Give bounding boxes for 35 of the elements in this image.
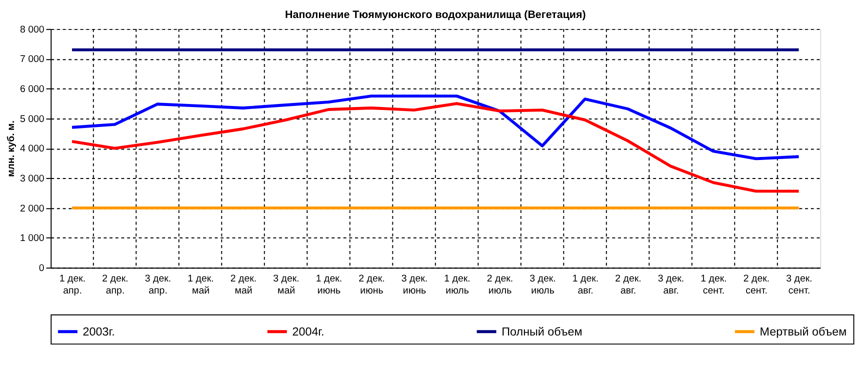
legend-label: 2003г. [82, 326, 115, 339]
x-tick-label: 2 дек. июль [486, 274, 514, 296]
y-tick-label: 3 000 [20, 174, 45, 185]
x-tick-label: 1 дек. апр. [59, 274, 86, 296]
line-series [70, 102, 800, 193]
y-tick-label: 5 000 [20, 114, 45, 125]
x-tick-label: 3 дек. июль [530, 274, 556, 296]
x-tick-label: 3 дек. май [273, 274, 300, 296]
x-tick-label: 1 дек. авг. [572, 274, 599, 296]
x-tick-label: 3 дек. июнь [401, 274, 428, 296]
x-tick-label: 3 дек. апр. [144, 274, 172, 296]
y-tick-label: 6 000 [20, 84, 45, 96]
y-tick-label: 7 000 [20, 54, 45, 66]
x-tick-label: 2 дек. апр. [102, 274, 128, 296]
y-axis-title: млн. куб. м. [6, 120, 18, 177]
y-tick-label: 0 [38, 263, 45, 274]
legend-label: Полный объем [502, 326, 582, 339]
x-tick-label: 1 дек. сент. [700, 274, 727, 296]
y-tick-label: 1 000 [20, 233, 45, 244]
x-tick-label: 3 дек. сент. [786, 274, 812, 296]
x-tick-label: 2 дек. авг. [615, 274, 642, 296]
x-tick-label: 2 дек. сент. [743, 274, 770, 296]
y-tick-label: 2 000 [20, 203, 45, 214]
y-tick-label: 8 000 [20, 24, 45, 36]
x-tick-label: 3 дек. авг. [658, 274, 684, 296]
legend-label: Мертвый объем [760, 326, 847, 339]
legend-label: 2004г. [292, 326, 324, 339]
chart-title: Наполнение Тюямуюнского водохранилища (Вегетация) [285, 9, 586, 22]
x-tick-label: 2 дек. июнь [358, 274, 385, 296]
x-tick-label: 1 дек. июнь [316, 274, 342, 296]
line-series [70, 94, 800, 160]
x-tick-label: 2 дек. май [230, 274, 257, 296]
x-tick-label: 1 дек. май [188, 274, 214, 296]
x-tick-label: 1 дек. июль [444, 274, 470, 296]
y-tick-label: 4 000 [20, 144, 45, 155]
